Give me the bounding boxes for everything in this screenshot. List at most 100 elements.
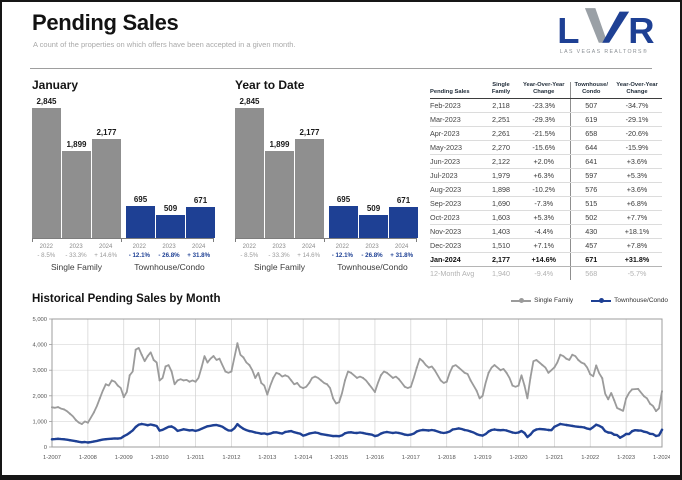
x-axis-tick-label: 1-2018 (438, 455, 456, 461)
header-divider (30, 68, 652, 69)
x-axis-tick-label: 1-2022 (581, 455, 599, 461)
bar-group-label: Townhouse/Condo (134, 262, 205, 272)
table-row: Sep-2023 1,690 -7.3% 515 +6.8% (430, 196, 662, 212)
table-row: Apr-2023 2,261 -21.5% 658 -20.6% (430, 126, 662, 142)
bar-change-label: + 31.8% (187, 252, 211, 259)
chart-legend: Single Family Townhouse/Condo (511, 297, 668, 304)
table-cell: 671 (569, 252, 612, 268)
x-axis-tick-label: 1-2016 (366, 455, 384, 461)
bar-value-label: 509 (366, 204, 381, 213)
bar-change-label: - 33.3% (268, 252, 290, 259)
table-header-row: Pending Sales Single Family Year-Over-Year… (430, 82, 662, 100)
table-cell: Aug-2023 (430, 182, 484, 198)
bar (156, 215, 185, 238)
table-cell: -34.7% (612, 98, 662, 114)
axis-tick (416, 239, 417, 242)
x-axis-tick-label: 1-2015 (330, 455, 348, 461)
bar-plot: 2,845 1,899 2,177 695 509 671 (235, 96, 418, 238)
axis-tick (235, 239, 236, 242)
bar-change-label: + 31.8% (390, 252, 414, 259)
table-row: May-2023 2,270 -15.6% 644 -15.9% (430, 140, 662, 156)
table-cell: 1,898 (484, 182, 518, 198)
table-cell: 1,940 (492, 269, 510, 279)
bar-year-labels: 2022 2023 2024 2022 2023 2024 (235, 242, 417, 250)
table-cell: 1,603 (484, 210, 518, 226)
bar-change-label: - 26.8% (158, 252, 180, 259)
pending-sales-table: Pending Sales Single Family Year-Over-Year… (430, 82, 662, 281)
bar-group-label: Single Family (50, 262, 103, 272)
bar-axis (32, 238, 214, 242)
table-cell: Mar-2023 (430, 112, 484, 128)
table-cell: 644 (569, 140, 612, 156)
bar-value-label: 509 (163, 204, 178, 213)
table-cell: 430 (569, 224, 612, 240)
table-cell: 2,122 (484, 154, 518, 170)
bar-column: 1,899 (62, 140, 91, 238)
table-cell: +14.6% (518, 252, 570, 268)
table-cell: 1,510 (484, 238, 518, 254)
legend-label: Single Family (534, 297, 574, 304)
logo-letter-l: L (557, 10, 579, 51)
table-cell: 457 (569, 238, 612, 254)
logo-v-right-stroke (602, 11, 630, 43)
bar-year-labels: 2022 2023 2024 2022 2023 2024 (32, 242, 214, 250)
table-cell: +6.3% (518, 168, 570, 184)
bar-year-label: 2022 (242, 244, 257, 250)
logo-v-left-stroke (584, 8, 608, 43)
bar (295, 139, 324, 238)
table-cell: Oct-2023 (430, 210, 484, 226)
x-axis-tick-label: 1-2017 (402, 455, 420, 461)
bar-year-label: 2024 (302, 244, 316, 250)
bar-plot: 2,845 1,899 2,177 695 509 671 (32, 96, 215, 238)
table-cell: -15.9% (612, 140, 662, 156)
table-cell: 658 (569, 126, 612, 142)
bar-column: 1,899 (265, 140, 294, 238)
table-cell: 1,403 (484, 224, 518, 240)
bar-change-labels: - 8.5% - 33.3% + 14.6% - 12.1% - 26.8% + 31.8… (32, 250, 214, 259)
axis-tick (324, 239, 325, 242)
bar-year-label: 2023 (69, 244, 83, 250)
logo-tagline: LAS VEGAS REALTORS® (560, 48, 648, 55)
bar-column: 509 (359, 204, 388, 238)
table-cell: 507 (569, 98, 612, 114)
bar-change-label: - 33.3% (65, 252, 87, 259)
bar-year-label: 2024 (99, 244, 113, 250)
table-column-header: Year-Over-Year Change (518, 82, 570, 100)
table-cell: +7.1% (518, 238, 570, 254)
legend-item: Single Family (511, 297, 573, 304)
table-row: Feb-2023 2,118 -23.3% 507 -34.7% (430, 98, 662, 114)
table-cell: Jul-2023 (430, 168, 484, 184)
table-cell: 641 (569, 154, 612, 170)
y-axis-tick-label: 4,000 (32, 343, 47, 349)
y-axis-tick-label: 2,000 (32, 394, 47, 400)
table-row: Jan-2024 2,177 +14.6% 671 +31.8% (430, 252, 662, 268)
bar-column: 2,845 (235, 97, 264, 238)
bar-year-label: 2022 (132, 244, 147, 250)
table-row: Jul-2023 1,979 +6.3% 597 +5.3% (430, 168, 662, 184)
x-axis-tick-label: 1-2009 (115, 455, 133, 461)
axis-tick (121, 239, 122, 242)
table-cell: 568 (569, 266, 612, 281)
bar-value-label: 2,177 (96, 128, 117, 137)
x-axis-tick-label: 1-2010 (151, 455, 169, 461)
bar-change-label: - 26.8% (361, 252, 383, 259)
table-cell: +31.8% (612, 252, 662, 268)
x-axis-tick-label: 1-2019 (474, 455, 492, 461)
bar (62, 151, 91, 238)
x-axis-tick-label: 1-2024 (653, 455, 670, 461)
table-row: Oct-2023 1,603 +5.3% 502 +7.7% (430, 210, 662, 226)
bar-column: 695 (329, 195, 358, 238)
bar-value-label: 1,899 (66, 140, 87, 149)
bar-column: 509 (156, 204, 185, 238)
bar-year-label: 2023 (162, 244, 176, 250)
bar (389, 207, 418, 238)
bar-column: 2,845 (32, 97, 61, 238)
chart-title-ytd: Year to Date (235, 78, 305, 92)
table-cell: 2,177 (484, 252, 518, 268)
table-column-header: Single Family (484, 82, 518, 100)
table-cell: +7.7% (612, 210, 662, 226)
x-axis-tick-label: 1-2014 (294, 455, 313, 461)
ytd-bar-chart: Year to Date 2,845 1,899 2,177 695 509 671 20… (235, 78, 427, 272)
historical-chart-title: Historical Pending Sales by Month (32, 293, 221, 305)
